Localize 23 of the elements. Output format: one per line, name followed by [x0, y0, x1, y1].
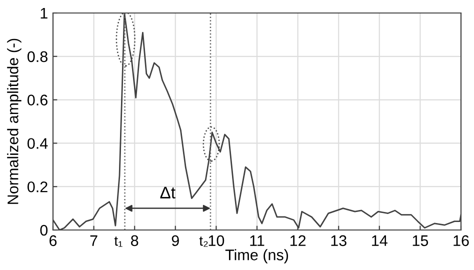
annotation: Δt: [160, 186, 176, 198]
y-tick-label: 0.6: [28, 94, 48, 106]
x-tick-label: 7: [90, 235, 98, 246]
x-tick-label: 9: [172, 235, 179, 246]
y-tick-label: 0.4: [28, 138, 48, 149]
x-tick-label: 12: [290, 235, 306, 246]
x-tick-label: 10: [208, 235, 224, 246]
x-tick-label: 13: [331, 235, 346, 246]
x-tick-label: 6: [50, 235, 57, 246]
x-tick-label: 14: [372, 235, 388, 246]
x-tick-label: 16: [454, 235, 469, 246]
ref-line-label: t₁: [114, 236, 122, 247]
y-tick-label: 0: [40, 224, 48, 236]
x-axis-title: Time (ns): [225, 249, 288, 264]
y-tick-label: 1: [40, 8, 48, 19]
x-tick-label: 8: [131, 235, 138, 246]
ref-line-label: t₂: [199, 236, 208, 247]
y-axis-title: Normalized amplitude (-): [7, 38, 22, 204]
y-tick-label: 0.8: [28, 51, 48, 62]
x-tick-label: 15: [412, 235, 428, 246]
x-tick-label: 11: [250, 235, 264, 246]
line-series: [53, 13, 461, 230]
y-tick-label: 0.2: [28, 181, 48, 192]
